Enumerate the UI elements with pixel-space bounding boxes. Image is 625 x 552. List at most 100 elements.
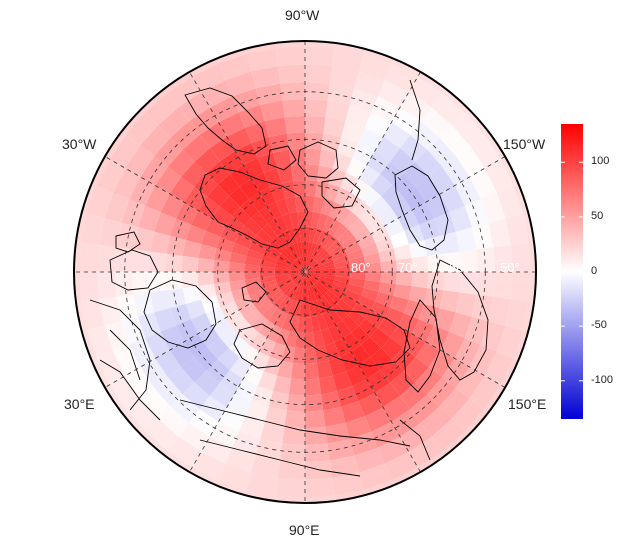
lat-label-60: 60° <box>449 260 469 275</box>
field-cell <box>167 149 195 177</box>
field-cell <box>378 282 396 296</box>
field-cell <box>443 251 462 272</box>
field-cell <box>480 192 506 223</box>
field-cell <box>150 231 170 254</box>
field-cell <box>439 125 470 157</box>
field-cell <box>291 164 305 181</box>
field-cell <box>277 64 305 84</box>
field-cell <box>293 286 302 302</box>
field-cell <box>398 313 420 334</box>
field-cell <box>175 202 198 225</box>
field-cell <box>154 212 176 236</box>
field-cell <box>363 252 381 265</box>
field-cell <box>125 398 159 432</box>
field-cell <box>251 211 268 229</box>
field-cell <box>248 241 266 255</box>
field-cell <box>357 233 376 249</box>
field-cell <box>170 218 191 240</box>
field-cell <box>348 218 366 235</box>
field-cell <box>226 393 252 417</box>
field-cell <box>158 107 190 138</box>
field-cell <box>293 261 305 272</box>
field-cell <box>427 137 456 167</box>
field-cell <box>277 277 292 288</box>
field-cell <box>235 379 258 402</box>
field-cell <box>363 279 381 292</box>
field-cell <box>96 159 126 193</box>
field-cell <box>281 314 294 331</box>
field-cell <box>228 336 250 358</box>
field-cell <box>312 284 324 299</box>
field-cell <box>314 248 327 262</box>
field-cell <box>244 264 260 272</box>
field-cell <box>305 378 322 396</box>
field-cell <box>370 348 393 370</box>
field-cell <box>167 76 202 108</box>
field-cell <box>305 317 313 333</box>
field-cell <box>240 199 259 219</box>
field-cell <box>277 165 293 184</box>
field-cell <box>286 394 305 412</box>
field-cell <box>327 308 342 325</box>
field-cell <box>225 310 245 328</box>
field-cell <box>427 253 445 272</box>
field-cell <box>211 317 233 338</box>
field-cell <box>178 422 210 452</box>
field-cell <box>256 229 273 245</box>
field-cell <box>301 241 305 257</box>
field-cell <box>343 332 361 352</box>
field-cell <box>305 270 321 272</box>
field-cell <box>290 266 305 272</box>
field-cell <box>189 409 219 437</box>
coastlines <box>89 79 489 477</box>
field-cell <box>285 196 298 214</box>
field-cell <box>312 245 324 260</box>
field-cell <box>320 272 336 276</box>
field-cell <box>275 46 305 66</box>
field-cell <box>371 421 401 448</box>
field-cell <box>305 394 324 412</box>
field-cell <box>125 145 155 177</box>
field-cell <box>415 176 441 203</box>
field-cell <box>332 223 348 240</box>
field-cell <box>197 258 214 272</box>
field-cell <box>301 257 305 272</box>
field-cell <box>332 48 364 72</box>
field-cell <box>400 134 428 162</box>
field-cell <box>198 325 220 348</box>
field-cell <box>369 327 391 349</box>
field-cell <box>257 152 278 173</box>
field-cell <box>74 272 82 304</box>
field-cell <box>464 199 489 228</box>
field-cell <box>229 252 247 265</box>
field-cell <box>345 416 372 440</box>
field-cell <box>337 386 359 407</box>
field-cell <box>259 266 275 272</box>
field-cell <box>211 206 233 227</box>
field-cell <box>370 174 393 196</box>
field-cell <box>383 122 411 149</box>
field-cell <box>145 92 179 126</box>
field-cell <box>354 71 385 97</box>
latitude-circle <box>217 184 393 360</box>
field-cell <box>350 264 366 272</box>
field-cell <box>259 276 276 284</box>
field-cell <box>148 251 167 272</box>
field-cell <box>511 242 531 272</box>
field-cell <box>350 178 371 200</box>
field-cell <box>286 132 305 150</box>
field-cell <box>335 272 351 278</box>
field-cell <box>220 226 239 243</box>
map-border <box>73 40 537 504</box>
field-cell <box>396 272 413 286</box>
field-cell <box>346 365 367 387</box>
field-cell <box>181 272 199 289</box>
field-cell <box>213 260 230 272</box>
field-cell <box>264 117 287 137</box>
field-cell <box>316 213 329 230</box>
field-cell <box>113 344 141 376</box>
field-cell <box>192 451 226 481</box>
field-cell <box>396 258 413 272</box>
field-cell <box>251 172 270 193</box>
field-cell <box>384 63 418 93</box>
